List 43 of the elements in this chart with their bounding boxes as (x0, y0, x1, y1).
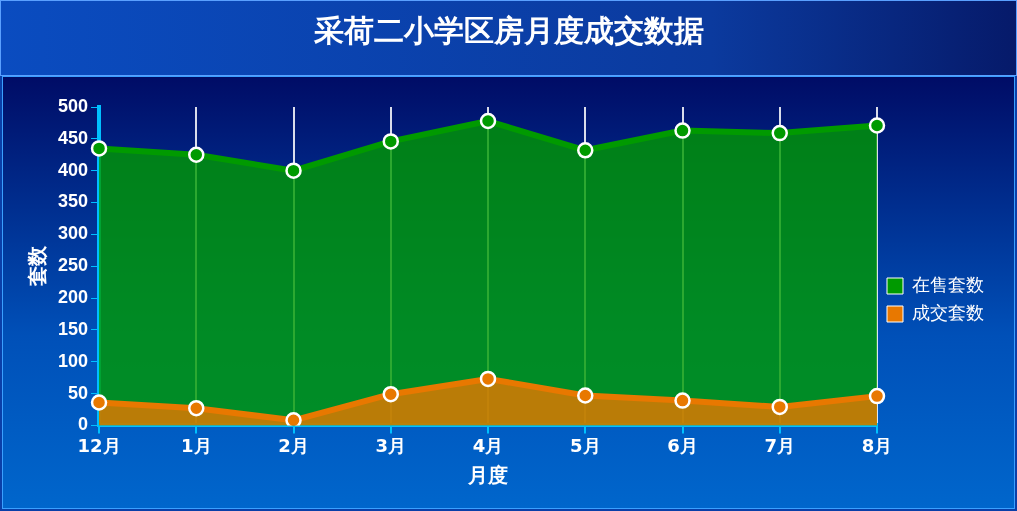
y-axis-title: 套数 (25, 245, 50, 288)
y-tick-label: 0 (78, 414, 89, 435)
point (771, 124, 788, 142)
y-tick-label: 100 (57, 350, 89, 371)
x-tick-label: 8月 (861, 434, 893, 456)
point (382, 133, 400, 150)
x-tick-label: 2月 (278, 434, 309, 456)
legend-label: 在售套数 (912, 273, 984, 295)
y-tick-label: 150 (57, 318, 89, 339)
point (479, 370, 497, 388)
chart-title: 采荷二小学区房月度成交数据 (312, 12, 705, 50)
point (285, 412, 302, 426)
y-tick-label: 250 (57, 255, 89, 276)
x-tick-label: 5月 (570, 434, 601, 456)
point (90, 140, 108, 157)
x-tick-label: 3月 (375, 434, 407, 456)
y-tick-label: 300 (57, 223, 89, 244)
point (382, 385, 400, 403)
y-tick-label: 350 (57, 191, 89, 212)
x-tick-label: 6月 (667, 434, 698, 456)
y-tick-label: 50 (68, 382, 89, 403)
point (577, 387, 594, 404)
point (868, 387, 886, 405)
point (868, 117, 886, 134)
point (771, 398, 788, 416)
x-tick-label: 7月 (764, 434, 796, 456)
point (285, 162, 302, 179)
point (479, 112, 497, 130)
point (674, 122, 691, 139)
y-tick-label: 450 (57, 127, 89, 148)
y-tick-label: 400 (57, 159, 89, 180)
y-tick-label: 200 (57, 287, 89, 308)
point (90, 394, 108, 411)
point (188, 399, 205, 417)
point (674, 392, 691, 409)
x-tick-label: 4月 (472, 434, 504, 456)
y-tick-label: 500 (57, 95, 89, 116)
point (577, 142, 594, 159)
legend-label: 成交套数 (912, 301, 984, 323)
x-tick-label: 12月 (77, 434, 121, 456)
x-axis-title: 月度 (467, 463, 509, 488)
point (188, 146, 205, 164)
x-tick-label: 1月 (181, 434, 212, 456)
